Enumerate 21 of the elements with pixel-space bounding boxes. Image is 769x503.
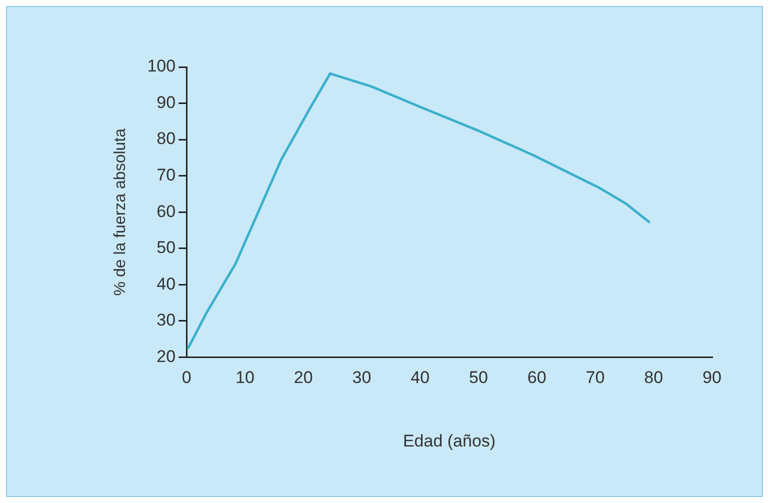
- x-tick-label: 20: [294, 368, 313, 388]
- x-tick-label: 50: [469, 368, 488, 388]
- x-tick-label: 60: [527, 368, 546, 388]
- x-tick-label: 70: [586, 368, 605, 388]
- y-tick-label: 80: [156, 129, 176, 148]
- x-tick-label: 0: [182, 368, 192, 388]
- y-tick-label: 70: [156, 166, 176, 185]
- x-tick-label: 40: [410, 368, 430, 388]
- y-tick-label: 20: [156, 346, 176, 366]
- y-tick-label: 90: [156, 92, 176, 112]
- x-tick-label: 10: [235, 368, 254, 388]
- x-axis-title: Edad (años): [402, 431, 496, 450]
- y-axis-title: % de la fuerza absoluta: [112, 128, 130, 296]
- y-tick-label: 60: [156, 202, 176, 221]
- y-tick-label: 100: [147, 56, 176, 76]
- x-tick-label: 30: [352, 368, 372, 388]
- y-tick-label: 50: [156, 238, 176, 258]
- x-tick-label: 90: [702, 368, 722, 388]
- y-tick-label: 30: [156, 310, 176, 330]
- x-tick-label: 80: [644, 368, 664, 388]
- y-tick-label: 40: [156, 274, 176, 294]
